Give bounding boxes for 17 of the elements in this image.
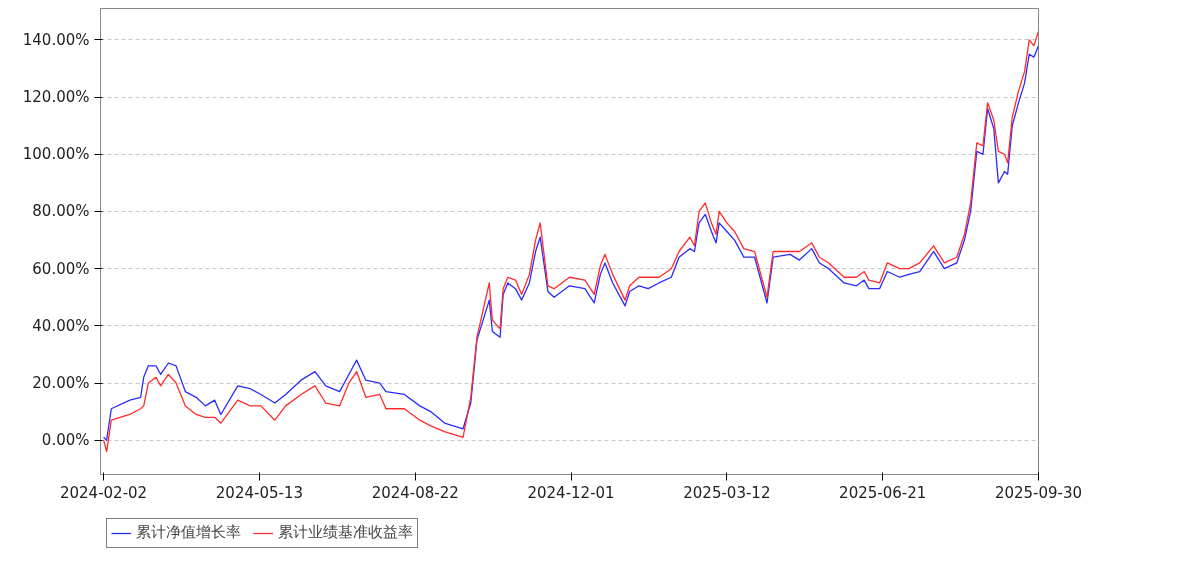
y-tick-label: 0.00% (41, 431, 90, 450)
x-tick-label: 2025-06-21 (839, 483, 927, 502)
y-tick-label: 60.00% (32, 259, 90, 278)
y-tick-label: 140.00% (22, 30, 90, 49)
x-tick-label: 2025-03-12 (683, 483, 771, 502)
y-tick-label: 100.00% (22, 145, 90, 164)
y-tick-label: 20.00% (32, 374, 90, 393)
legend-label: 累计业绩基准收益率 (277, 523, 413, 542)
x-tick-label: 2024-08-22 (371, 483, 459, 502)
x-tick-label: 2025-09-30 (994, 483, 1083, 502)
legend-label: 累计净值增长率 (135, 523, 241, 542)
x-tick-label: 2024-05-13 (215, 483, 304, 502)
y-tick-label: 80.00% (32, 202, 90, 221)
y-tick-label: 120.00% (22, 88, 90, 107)
x-tick-label: 2024-12-01 (527, 483, 615, 502)
x-tick-label: 2024-02-02 (60, 483, 148, 502)
y-tick-label: 40.00% (32, 316, 90, 335)
